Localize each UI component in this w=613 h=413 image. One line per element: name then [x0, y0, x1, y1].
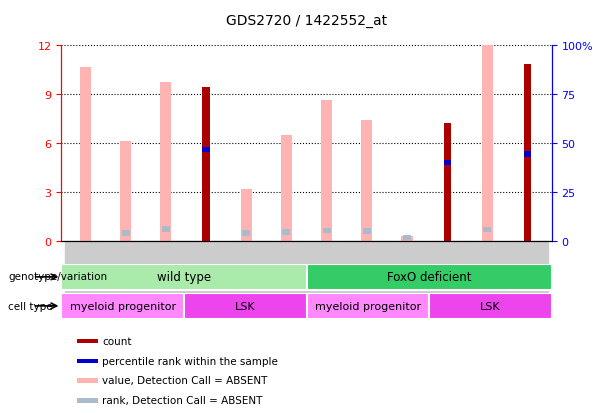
Bar: [467, 242, 508, 316]
Bar: [66, 242, 105, 316]
Bar: [120, 142, 131, 242]
Bar: [321, 101, 332, 242]
Bar: [202, 88, 210, 242]
Bar: [347, 242, 387, 316]
Text: count: count: [102, 336, 132, 346]
Bar: [184, 294, 306, 320]
Bar: [444, 160, 451, 166]
Bar: [484, 227, 492, 233]
Bar: [363, 228, 371, 234]
Bar: [429, 294, 552, 320]
Bar: [306, 294, 429, 320]
Text: cell type: cell type: [8, 301, 53, 311]
Bar: [281, 135, 292, 242]
Bar: [508, 242, 547, 316]
Text: LSK: LSK: [480, 301, 501, 311]
Bar: [524, 152, 531, 158]
Bar: [402, 237, 413, 242]
Bar: [77, 339, 98, 344]
Text: rank, Detection Call = ABSENT: rank, Detection Call = ABSENT: [102, 395, 263, 406]
Bar: [202, 147, 210, 153]
Bar: [242, 231, 250, 237]
Text: myeloid progenitor: myeloid progenitor: [314, 301, 421, 311]
Bar: [146, 242, 186, 316]
Bar: [306, 242, 347, 316]
Bar: [403, 235, 411, 241]
Bar: [186, 242, 226, 316]
Bar: [524, 65, 531, 242]
Text: value, Detection Call = ABSENT: value, Detection Call = ABSENT: [102, 375, 268, 386]
Bar: [306, 265, 552, 291]
Bar: [387, 242, 427, 316]
Text: wild type: wild type: [157, 271, 211, 284]
Bar: [105, 242, 146, 316]
Bar: [121, 230, 129, 236]
Bar: [322, 228, 330, 234]
Bar: [77, 398, 98, 403]
Bar: [444, 124, 451, 242]
Text: GDS2720 / 1422552_at: GDS2720 / 1422552_at: [226, 14, 387, 28]
Bar: [162, 227, 170, 233]
Bar: [266, 242, 306, 316]
Bar: [160, 83, 172, 242]
Bar: [61, 294, 184, 320]
Bar: [77, 358, 98, 363]
Bar: [80, 68, 91, 242]
Bar: [361, 121, 372, 242]
Bar: [226, 242, 266, 316]
Bar: [482, 45, 493, 242]
Text: genotype/variation: genotype/variation: [8, 272, 107, 282]
Text: myeloid progenitor: myeloid progenitor: [69, 301, 176, 311]
Text: LSK: LSK: [235, 301, 256, 311]
Text: FoxO deficient: FoxO deficient: [387, 271, 471, 284]
Bar: [241, 189, 252, 242]
Bar: [61, 265, 306, 291]
Bar: [427, 242, 467, 316]
Bar: [283, 230, 291, 235]
Bar: [77, 378, 98, 383]
Text: percentile rank within the sample: percentile rank within the sample: [102, 356, 278, 366]
